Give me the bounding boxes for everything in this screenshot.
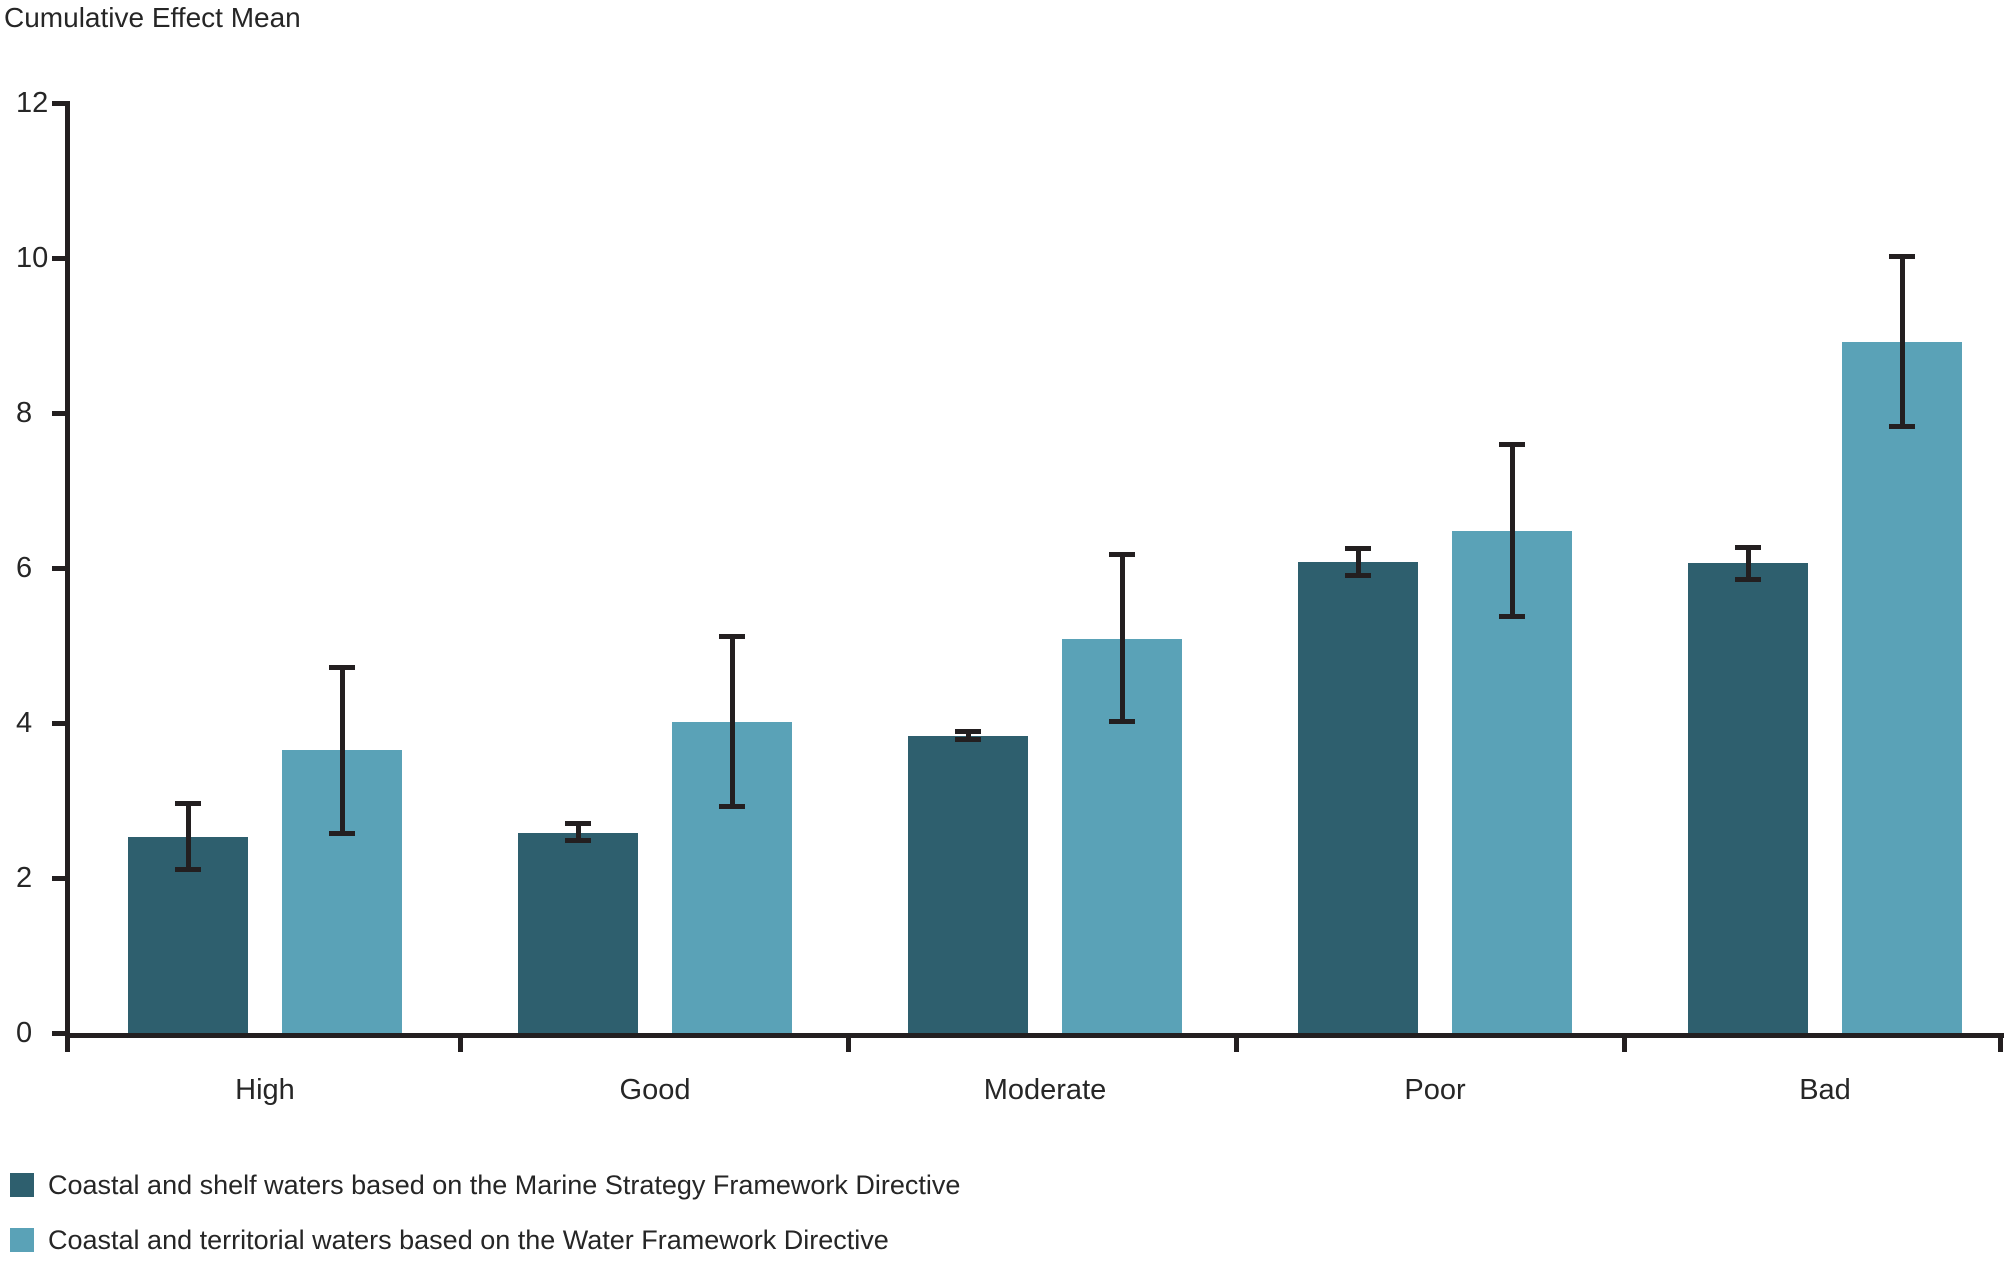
errorbar-cap-top xyxy=(1889,254,1915,259)
bar-wfd-bad xyxy=(1842,342,1962,1033)
x-tick xyxy=(1998,1038,2003,1052)
errorbar-msfd-bad xyxy=(1735,545,1761,582)
x-category-label: Good xyxy=(619,1074,691,1106)
y-tick-label: 12 xyxy=(16,87,49,119)
errorbar-msfd-poor xyxy=(1345,546,1371,578)
errorbar-cap-top xyxy=(1499,442,1525,447)
errorbar-cap-bottom xyxy=(175,867,201,872)
x-category-label: Poor xyxy=(1404,1074,1466,1106)
legend-swatch-wfd xyxy=(10,1228,34,1252)
errorbar-cap-top xyxy=(955,729,981,734)
y-axis-line xyxy=(65,101,70,1052)
errorbar-line xyxy=(339,665,345,836)
y-tick xyxy=(52,256,65,261)
errorbar-cap-top xyxy=(329,665,355,670)
x-category-label: Bad xyxy=(1799,1074,1851,1106)
y-tick xyxy=(52,566,65,571)
errorbar-cap-bottom xyxy=(329,831,355,836)
y-tick xyxy=(52,876,65,881)
errorbar-cap-top xyxy=(1109,552,1135,557)
x-tick xyxy=(1622,1038,1627,1052)
errorbar-cap-top xyxy=(1345,546,1371,551)
errorbar-cap-bottom xyxy=(719,804,745,809)
errorbar-cap-bottom xyxy=(1889,424,1915,429)
errorbar-wfd-good xyxy=(719,634,745,809)
x-tick xyxy=(1234,1038,1239,1052)
y-tick-label: 8 xyxy=(16,397,33,429)
errorbar-cap-bottom xyxy=(1345,573,1371,578)
y-tick-label: 10 xyxy=(16,242,49,274)
errorbar-cap-top xyxy=(175,801,201,806)
errorbar-msfd-moderate xyxy=(955,729,981,742)
y-tick xyxy=(52,1031,65,1036)
errorbar-cap-bottom xyxy=(955,737,981,742)
errorbar-cap-top xyxy=(565,821,591,826)
y-tick-label: 0 xyxy=(16,1017,33,1049)
errorbar-cap-top xyxy=(1735,545,1761,550)
x-category-label: High xyxy=(235,1074,295,1106)
bar-msfd-moderate xyxy=(908,736,1028,1033)
bar-msfd-poor xyxy=(1298,562,1418,1033)
y-tick xyxy=(52,411,65,416)
errorbar-cap-bottom xyxy=(1499,614,1525,619)
errorbar-line xyxy=(1899,254,1905,429)
errorbar-msfd-good xyxy=(565,821,591,843)
errorbar-line xyxy=(1509,442,1515,619)
bar-msfd-good xyxy=(518,833,638,1033)
bar-msfd-bad xyxy=(1688,563,1808,1033)
legend-label-msfd: Coastal and shelf waters based on the Ma… xyxy=(48,1170,961,1200)
errorbar-msfd-high xyxy=(175,801,201,872)
errorbar-cap-bottom xyxy=(565,838,591,843)
errorbar-line xyxy=(1355,546,1361,578)
y-tick xyxy=(52,101,65,106)
y-tick xyxy=(52,721,65,726)
errorbar-line xyxy=(575,821,581,843)
legend-swatch-msfd xyxy=(10,1173,34,1197)
x-category-label: Moderate xyxy=(983,1074,1107,1106)
y-tick-label: 4 xyxy=(16,707,33,739)
errorbar-cap-top xyxy=(719,634,745,639)
errorbar-line xyxy=(729,634,735,809)
y-tick-label: 2 xyxy=(16,862,33,894)
errorbar-wfd-high xyxy=(329,665,355,836)
errorbar-line xyxy=(1119,552,1125,724)
errorbar-wfd-poor xyxy=(1499,442,1525,619)
errorbar-wfd-moderate xyxy=(1109,552,1135,724)
x-tick xyxy=(458,1038,463,1052)
errorbar-line xyxy=(185,801,191,872)
x-tick xyxy=(846,1038,851,1052)
x-axis-line xyxy=(65,1033,2004,1038)
errorbar-cap-bottom xyxy=(1735,577,1761,582)
errorbar-line xyxy=(965,729,971,742)
errorbar-cap-bottom xyxy=(1109,719,1135,724)
errorbar-line xyxy=(1745,545,1751,582)
chart-title: Cumulative Effect Mean xyxy=(4,2,301,33)
errorbar-wfd-bad xyxy=(1889,254,1915,429)
y-tick-label: 6 xyxy=(16,552,33,584)
legend-label-wfd: Coastal and territorial waters based on … xyxy=(48,1225,889,1255)
